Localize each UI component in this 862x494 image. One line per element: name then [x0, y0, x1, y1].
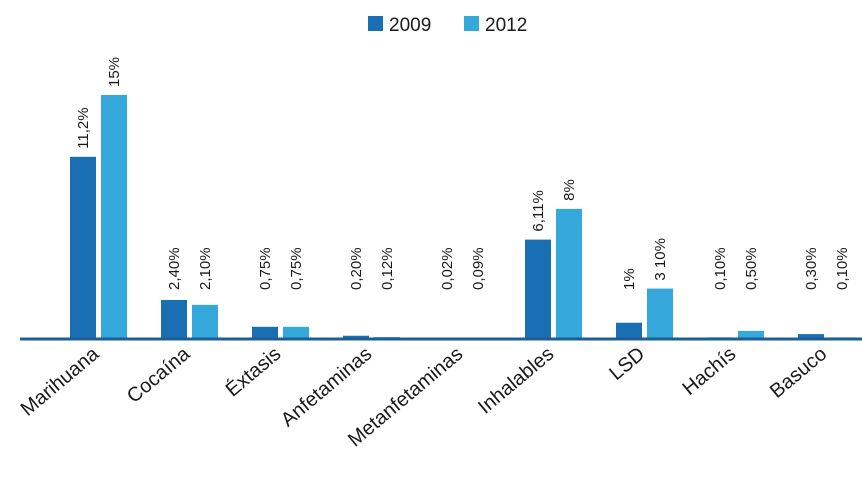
bars-group: [70, 95, 855, 339]
bar-éxtasis-2012: [283, 326, 309, 339]
category-label-marihuana: Marihuana: [17, 342, 104, 420]
bar-hachís-2012: [738, 330, 764, 339]
data-label-metanfetaminas-2009: 0,02%: [439, 247, 456, 290]
data-label-cocaína-2012: 2,10%: [197, 247, 214, 290]
data-label-lsd-2009: 1%: [621, 268, 638, 290]
data-label-cocaína-2009: 2,40%: [166, 247, 183, 290]
category-label-inhalables: Inhalables: [474, 343, 558, 418]
data-label-hachís-2009: 0,10%: [712, 247, 729, 290]
data-label-lsd-2012: 3 10%: [652, 238, 669, 281]
data-label-éxtasis-2009: 0,75%: [257, 247, 274, 290]
chart-legend: 2009 2012: [368, 15, 527, 36]
data-label-inhalables-2012: 8%: [561, 179, 578, 201]
data-label-marihuana-2012: 15%: [106, 57, 123, 87]
bar-lsd-2009: [616, 322, 642, 339]
bar-inhalables-2012: [556, 208, 582, 339]
bar-cocaína-2012: [192, 304, 218, 339]
category-label-cocaína: Cocaína: [123, 342, 195, 407]
bar-éxtasis-2009: [252, 326, 278, 339]
data-label-marihuana-2009: 11,2%: [75, 107, 92, 148]
bar-marihuana-2012: [101, 95, 127, 339]
bar-marihuana-2009: [70, 156, 96, 339]
category-labels-group: Marihuana Cocaína ÉxtasisAnfetaminasMetanf…: [17, 342, 832, 451]
data-label-anfetaminas-2012: 0,12%: [379, 247, 396, 290]
data-label-inhalables-2009: 6,11%: [530, 190, 547, 231]
data-label-basuco-2009: 0,30%: [803, 247, 820, 290]
legend-swatch-series-1: [368, 16, 383, 31]
bar-cocaína-2009: [161, 299, 187, 339]
data-label-metanfetaminas-2012: 0,09%: [470, 247, 487, 290]
data-label-éxtasis-2012: 0,75%: [288, 247, 305, 290]
bar-lsd-2012: [647, 288, 673, 339]
legend-label-series-1: 2009: [389, 15, 431, 36]
data-label-hachís-2012: 0,50%: [743, 247, 760, 290]
data-label-basuco-2012: 0,10%: [834, 247, 851, 290]
data-labels-group: 11,2% 15% 2,40% 2,10% 0,75% 0,75% 0,20% 0,12% 0,…: [75, 57, 851, 290]
category-label-lsd: LSD: [605, 343, 649, 385]
legend-swatch-series-2: [464, 16, 479, 31]
category-label-hachís: Hachís: [678, 343, 740, 400]
bar-inhalables-2009: [525, 239, 551, 339]
bar-basuco-2009: [798, 334, 824, 339]
category-label-anfetaminas: Anfetaminas: [277, 343, 376, 431]
bar-anfetaminas-2009: [343, 335, 369, 339]
data-label-anfetaminas-2009: 0,20%: [348, 247, 365, 290]
legend-label-series-2: 2012: [485, 15, 527, 36]
category-label-basuco: Basuco: [766, 343, 831, 403]
category-label-éxtasis: Éxtasis: [221, 342, 285, 401]
